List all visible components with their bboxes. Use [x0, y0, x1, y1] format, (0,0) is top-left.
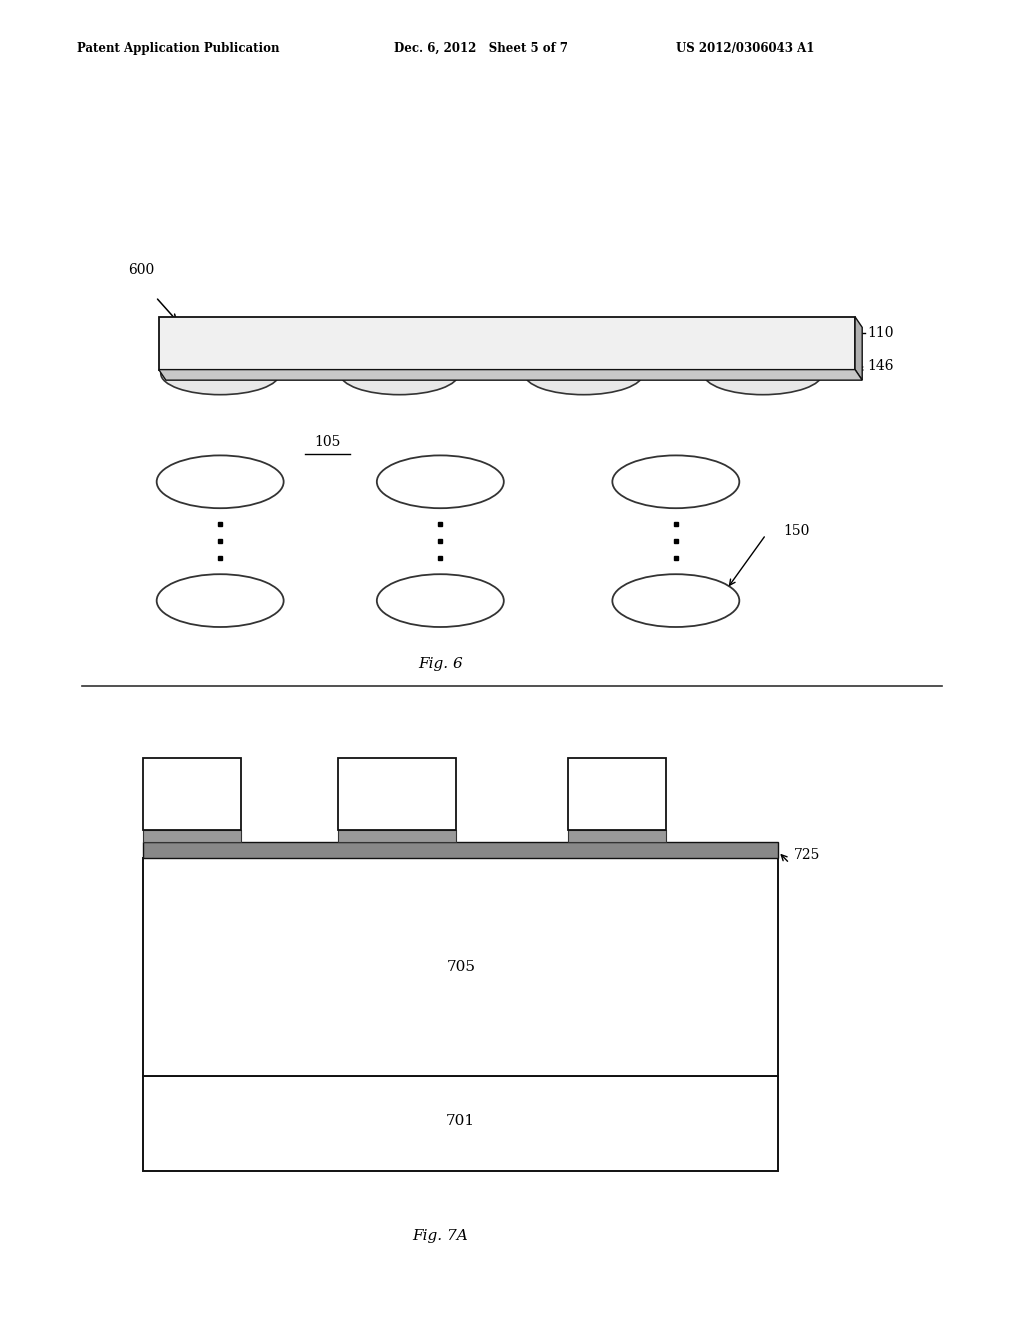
Text: Dec. 6, 2012   Sheet 5 of 7: Dec. 6, 2012 Sheet 5 of 7 [394, 42, 568, 55]
Text: 110: 110 [867, 326, 894, 339]
Ellipse shape [612, 574, 739, 627]
Text: 150: 150 [783, 524, 810, 537]
Text: 701: 701 [446, 1114, 475, 1129]
Bar [568, 830, 666, 842]
Text: Fig. 7A: Fig. 7A [413, 1229, 468, 1243]
Polygon shape [855, 317, 862, 380]
Bar [143, 858, 778, 1076]
Ellipse shape [161, 352, 280, 395]
Bar [159, 317, 855, 370]
Bar [338, 830, 456, 842]
Text: 705: 705 [446, 960, 475, 974]
Text: 146: 146 [867, 359, 894, 372]
Ellipse shape [524, 352, 643, 395]
Ellipse shape [612, 455, 739, 508]
Text: Patent Application Publication: Patent Application Publication [77, 42, 280, 55]
Text: 725: 725 [794, 849, 820, 862]
Ellipse shape [157, 455, 284, 508]
Text: US 2012/0306043 A1: US 2012/0306043 A1 [676, 42, 814, 55]
Bar [143, 830, 241, 842]
Bar [143, 842, 778, 858]
Bar [143, 1076, 778, 1171]
Ellipse shape [377, 574, 504, 627]
Bar [338, 758, 456, 830]
Text: 727: 727 [381, 771, 408, 785]
Ellipse shape [157, 574, 284, 627]
Ellipse shape [340, 352, 459, 395]
Bar [568, 758, 666, 830]
Polygon shape [159, 370, 862, 380]
Text: Fig. 6: Fig. 6 [418, 656, 463, 671]
Text: 600: 600 [128, 263, 155, 277]
Text: 105: 105 [314, 434, 341, 449]
Ellipse shape [703, 352, 822, 395]
Ellipse shape [377, 455, 504, 508]
Bar [143, 758, 241, 830]
